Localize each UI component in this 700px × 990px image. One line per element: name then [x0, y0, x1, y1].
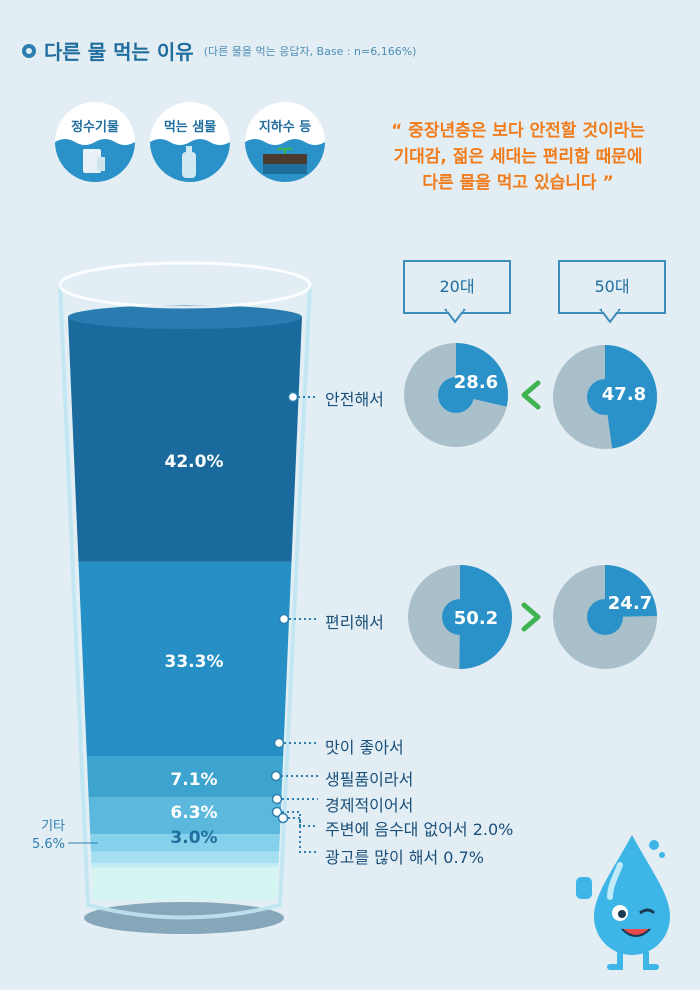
- donut-slice: [605, 565, 657, 617]
- water-bottle-icon: [150, 139, 230, 182]
- badge-bottled-water: 먹는 샘물: [150, 102, 230, 182]
- glass-layer-6: [91, 863, 279, 868]
- glass-layer-5: [90, 851, 280, 864]
- label-safe: 안전해서: [325, 390, 384, 409]
- donut-hole: [442, 599, 478, 635]
- badge-label: 지하수 등: [258, 120, 312, 135]
- label-economical: 경제적이어서: [325, 796, 414, 815]
- glass-layer-0: [68, 317, 302, 562]
- groundwater-icon: [245, 139, 325, 182]
- comparison-arrow: [521, 380, 541, 410]
- label-necessity: 생필품이라서: [325, 770, 414, 789]
- donut-value-convenient-50s: 24.7: [607, 593, 653, 614]
- leader-dot: [273, 737, 285, 749]
- page-title: 다른 물 먹는 이유 (다른 물을 먹는 응답자, Base : n=6,166…: [22, 36, 416, 65]
- water-purifier-icon: [55, 139, 135, 182]
- donut-slice: [605, 345, 658, 449]
- glass-layer-3: [88, 797, 282, 835]
- glass-outline: [58, 284, 312, 920]
- age-box-50s: 50대: [558, 260, 666, 314]
- comparison-arrow: [521, 602, 541, 632]
- badge-label: 정수기물: [71, 120, 119, 135]
- donut-value-safe-20s: 28.6: [453, 372, 499, 393]
- glass-layer-7: [91, 867, 279, 900]
- glass-layer-4: [90, 834, 280, 852]
- water-drop-icon: [22, 43, 36, 58]
- leader-dot: [287, 391, 299, 403]
- pct-label-necessity: 6.3%: [170, 803, 218, 823]
- donut-hole: [438, 377, 474, 413]
- leader-dot: [270, 770, 282, 782]
- other-value: 5.6%: [31, 837, 65, 852]
- other-name: 기타: [41, 819, 65, 834]
- leader-lines: [68, 391, 318, 853]
- leader-dot: [278, 613, 290, 625]
- label-no-fountain: 주변에 음수대 없어서 2.0%: [325, 820, 514, 839]
- donut-slice: [459, 565, 512, 669]
- label-taste: 맛이 좋아서: [325, 738, 404, 757]
- leader-dot: [271, 793, 283, 805]
- leader-dot: [277, 812, 289, 824]
- glass-layer-2: [86, 755, 284, 798]
- pct-label-taste: 7.1%: [170, 770, 218, 790]
- label-convenient: 편리해서: [325, 613, 384, 632]
- title-text: 다른 물 먹는 이유: [44, 40, 194, 64]
- donut-value-convenient-20s: 50.2: [453, 608, 499, 629]
- pct-label-convenient: 33.3%: [164, 652, 224, 672]
- water-drop-mascot-icon: [576, 835, 670, 970]
- donut-hole: [587, 379, 623, 415]
- badge-water-purifier: 정수기물: [55, 102, 135, 182]
- glass-layers: [68, 305, 302, 900]
- quote-line-1: “ 중장년층은 보다 안전할 것이라는: [391, 121, 645, 141]
- subtitle-text: (다른 물을 먹는 응답자, Base : n=6,166%): [203, 44, 417, 58]
- pct-label-economical: 3.0%: [170, 828, 218, 848]
- glass-layer-1: [78, 561, 292, 756]
- pct-label-safe: 42.0%: [164, 452, 224, 472]
- water-surface: [68, 305, 302, 329]
- leader-line: [283, 817, 318, 853]
- label-other: 기타 5.6%: [20, 818, 65, 854]
- leader-dot: [271, 806, 283, 818]
- age-box-pointer: [444, 309, 466, 324]
- quote-line-2: 기대감, 젊은 세대는 편리함 때문에: [393, 147, 643, 167]
- donut-value-safe-50s: 47.8: [601, 384, 647, 405]
- donut-hole: [587, 599, 623, 635]
- quote-text: “ 중장년층은 보다 안전할 것이라는 기대감, 젊은 세대는 편리함 때문에 …: [368, 118, 668, 196]
- label-advertising: 광고를 많이 해서 0.7%: [325, 848, 484, 867]
- glass-rim: [58, 261, 312, 309]
- badge-label: 먹는 샘물: [163, 120, 217, 135]
- quote-line-3: 다른 물을 먹고 있습니다 ”: [422, 173, 614, 193]
- age-box-pointer: [599, 309, 621, 324]
- badge-groundwater: 지하수 등: [245, 102, 325, 182]
